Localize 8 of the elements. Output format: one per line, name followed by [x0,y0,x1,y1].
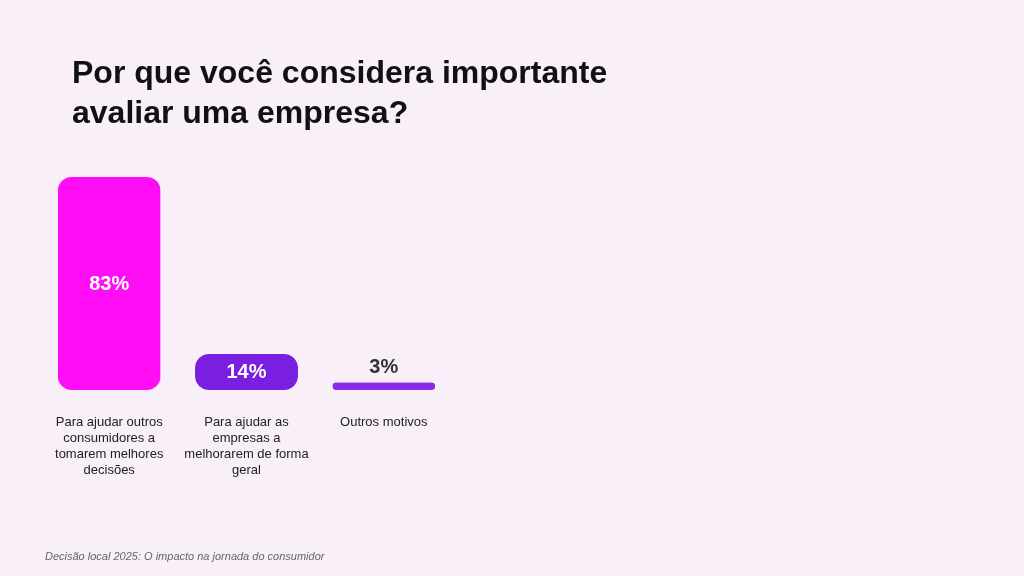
x-tick-label: Outros motivos [340,414,428,429]
x-tick-label: Para ajudar as empresas a melhorarem de forma geral [184,414,310,477]
text: Decisão local 2025: O impacto na jornada do consumidor [45,550,326,562]
x-tick-label: Para ajudar outros consumidores a tomarem melhores decisões [55,414,164,477]
data-label: 3% [369,355,399,378]
data-label: 83% [89,271,130,294]
chart-title: Por que você considera importante avaliar uma empresa? [72,54,608,130]
data-label: 14% [226,360,267,383]
